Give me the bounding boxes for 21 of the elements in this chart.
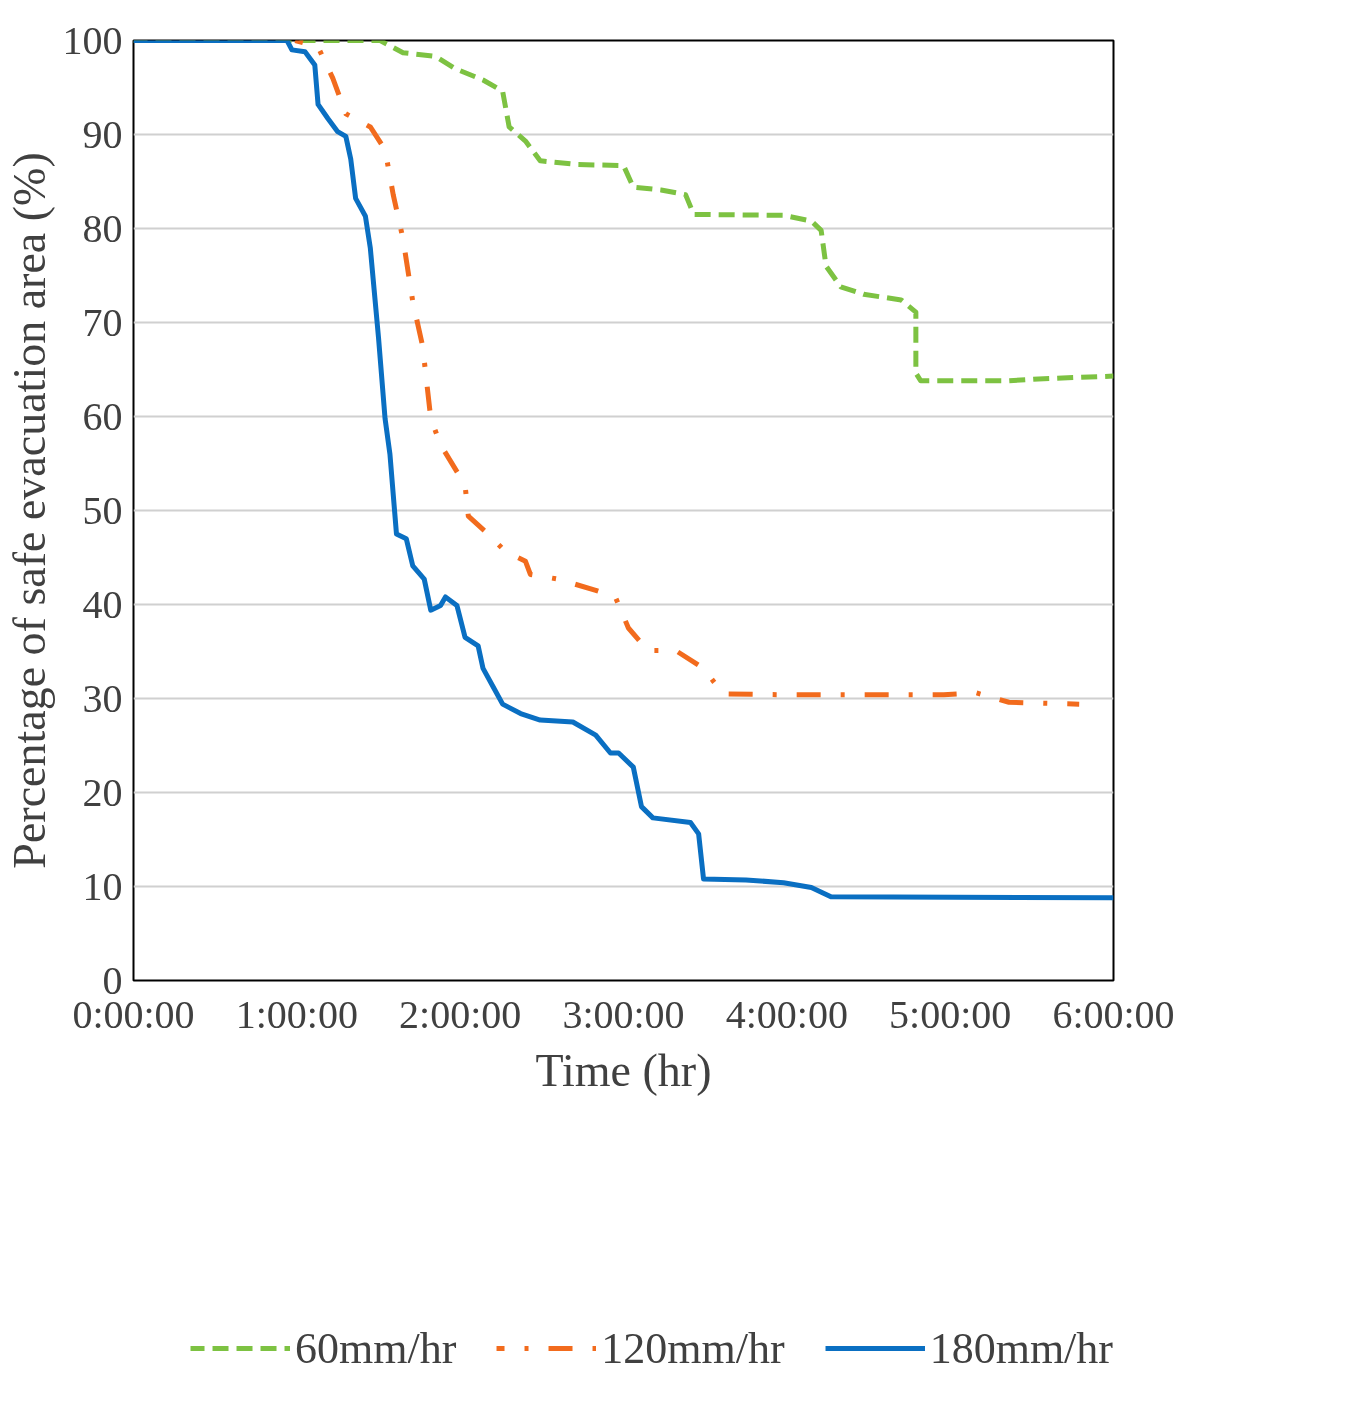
x-tick-label: 6:00:00	[1052, 991, 1175, 1037]
y-tick-label: 20	[82, 769, 123, 815]
x-tick-label: 5:00:00	[889, 991, 1012, 1037]
legend-label: 120mm/hr	[601, 1322, 785, 1374]
y-tick-label: 40	[82, 581, 123, 627]
x-tick-label: 3:00:00	[562, 991, 685, 1037]
x-tick-label: 1:00:00	[235, 991, 358, 1037]
y-axis-title: Percentage of safe evacuation area (%)	[3, 152, 55, 869]
legend-label: 60mm/hr	[295, 1322, 457, 1374]
y-tick-label: 90	[82, 111, 123, 157]
x-axis-title: Time (hr)	[535, 1044, 712, 1096]
y-tick-label: 100	[62, 17, 123, 63]
legend-label: 180mm/hr	[929, 1322, 1113, 1374]
x-tick-label: 4:00:00	[725, 991, 848, 1037]
y-tick-label: 80	[82, 205, 123, 251]
x-tick-label: 2:00:00	[399, 991, 522, 1037]
y-tick-label: 50	[82, 487, 123, 533]
y-tick-label: 60	[82, 393, 123, 439]
y-tick-label: 30	[82, 675, 123, 721]
y-tick-label: 10	[82, 863, 123, 909]
y-tick-label: 70	[82, 299, 123, 345]
